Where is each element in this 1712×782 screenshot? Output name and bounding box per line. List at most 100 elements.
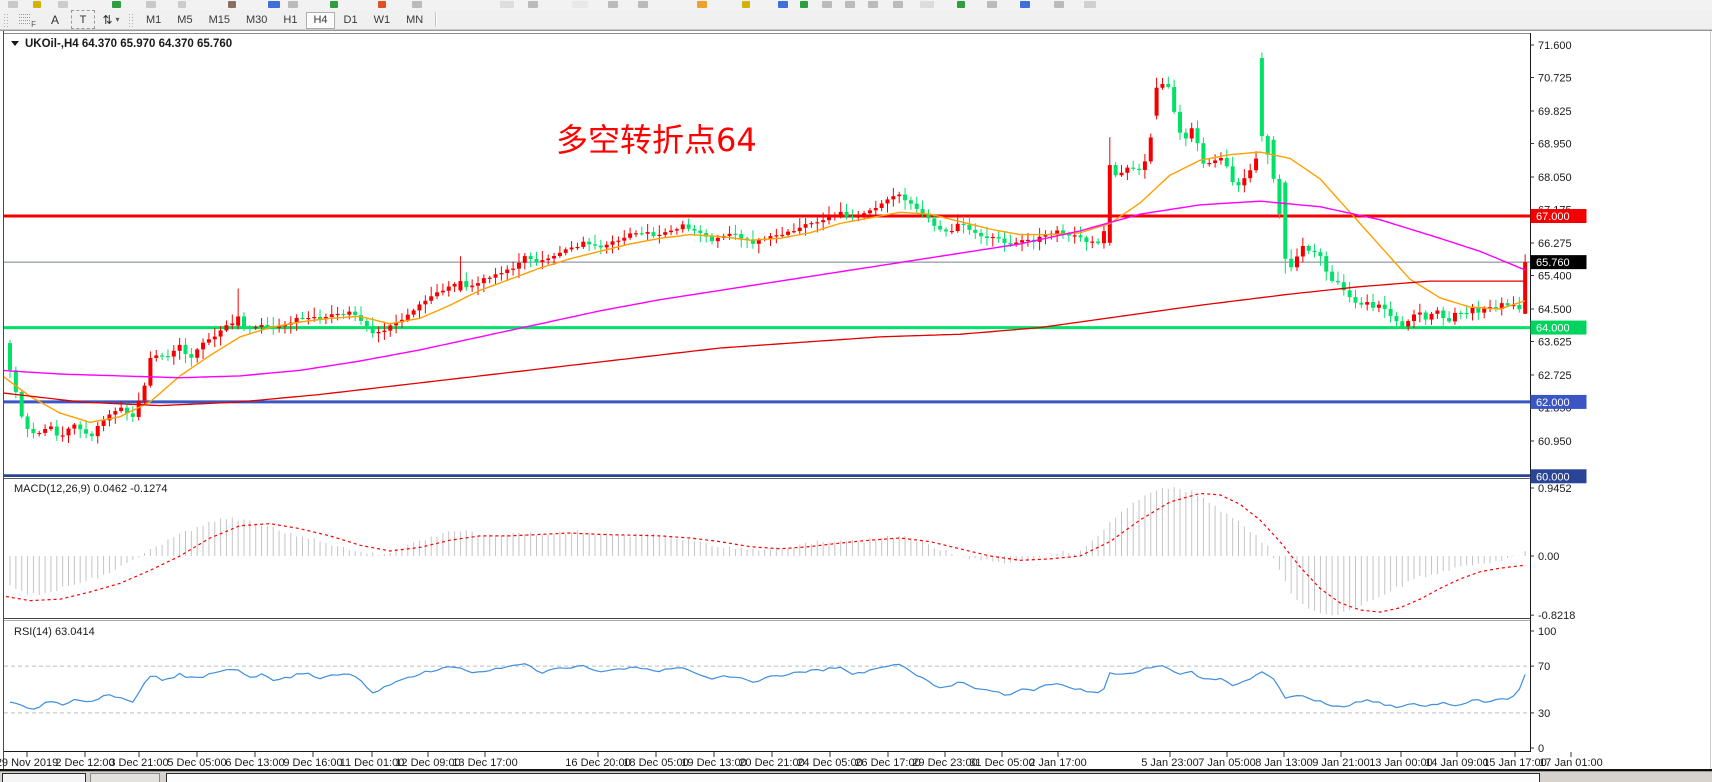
- candle-body: [1353, 297, 1358, 303]
- candle-body: [1511, 304, 1516, 307]
- chart-tabs-strip: [0, 771, 1712, 782]
- candle-body: [452, 283, 457, 287]
- candle-body: [1441, 310, 1446, 319]
- date-label: 2 Dec 12:00: [55, 757, 114, 769]
- timeframe-button-M15[interactable]: M15: [208, 14, 230, 26]
- candle-body: [516, 262, 521, 269]
- date-label: 29 Nov 2019: [0, 757, 58, 769]
- candle-body: [540, 260, 545, 262]
- price-axis[interactable]: 71.60070.72569.82568.95068.05067.17566.2…: [1530, 40, 1587, 755]
- fibonacci-tool-button[interactable]: F: [15, 10, 39, 29]
- candle-body: [470, 285, 475, 288]
- text-box-tool-button[interactable]: T: [71, 10, 95, 29]
- fibonacci-icon: F: [19, 13, 36, 29]
- candle-body: [1283, 182, 1288, 259]
- candle-body: [838, 211, 843, 216]
- candle-body: [575, 246, 580, 249]
- candle-body: [815, 222, 820, 224]
- price-tick-label: 68.050: [1538, 172, 1572, 184]
- ma-slow-line: [4, 280, 1525, 407]
- candle-body: [1172, 87, 1177, 112]
- candle-body: [435, 292, 440, 297]
- price-tick-label: 66.275: [1538, 238, 1572, 250]
- candle-body: [973, 229, 978, 233]
- candle-body: [1388, 308, 1393, 317]
- toolbar-icon-fragment: [957, 1, 965, 8]
- rsi-tick-label: 0: [1538, 743, 1544, 755]
- timeframe-button-M5[interactable]: M5: [177, 14, 193, 26]
- timeframe-button-M30[interactable]: M30: [245, 14, 268, 26]
- chart-menu-triangle-icon[interactable]: [11, 41, 19, 46]
- candle-body: [827, 215, 831, 221]
- candle-body: [856, 215, 861, 218]
- timeframe-button-H1[interactable]: H1: [283, 14, 298, 26]
- candle-body: [1055, 230, 1060, 234]
- line-studies-toolbar: F A T ⇅ ▾ M1 M5 M15 M30 H1 H4 D1 W1 MN: [0, 10, 1712, 30]
- candle-body: [791, 231, 796, 233]
- candle-body: [1154, 87, 1159, 116]
- toolbar-icon-fragment: [528, 1, 538, 8]
- toolbar-icon-fragment: [500, 1, 514, 8]
- date-label: 8 Jan 13:00: [1255, 757, 1313, 769]
- timeframe-button-H4[interactable]: H4: [306, 12, 335, 29]
- timeframe-button-M1[interactable]: M1: [146, 14, 162, 26]
- date-label: 6 Dec 13:00: [225, 757, 284, 769]
- date-label: 3 Dec 21:00: [109, 757, 168, 769]
- candle-body: [19, 391, 24, 417]
- candle-body: [113, 411, 118, 415]
- candle-body: [809, 223, 814, 225]
- candle-body: [862, 213, 867, 216]
- candle-body: [1306, 245, 1311, 251]
- candle-body: [674, 229, 679, 231]
- date-label: 2 Jan 17:00: [1029, 757, 1087, 769]
- candle-body: [932, 218, 937, 226]
- candle-body: [1178, 111, 1182, 133]
- candle-body: [107, 414, 112, 421]
- candle-body: [1400, 321, 1405, 327]
- chart-tab-3[interactable]: [166, 773, 1540, 782]
- rsi-tick-label: 30: [1538, 708, 1550, 720]
- candle-body: [1084, 237, 1089, 242]
- candle-body: [31, 428, 36, 434]
- candle-body: [1324, 256, 1329, 272]
- candle-body: [657, 234, 662, 236]
- timeframe-button-W1[interactable]: W1: [373, 14, 391, 26]
- candle-body: [78, 424, 83, 430]
- candle-body: [312, 316, 317, 319]
- candle-body: [329, 314, 334, 317]
- text-label-tool-button[interactable]: A: [50, 12, 59, 27]
- price-tick-label: 69.825: [1538, 106, 1572, 118]
- timeframe-button-MN[interactable]: MN: [406, 14, 424, 26]
- candle-body: [429, 296, 434, 301]
- price-label-badge-60.000: [1530, 469, 1587, 484]
- candle-body: [955, 223, 960, 231]
- toolbar-icon-fragment: [288, 1, 298, 8]
- candle-body: [967, 224, 972, 230]
- date-label: 13 Dec 17:00: [452, 757, 517, 769]
- annotation-text: 多空转折点64: [556, 121, 757, 159]
- candle-body: [487, 277, 492, 279]
- toolbar-icon-fragment: [822, 1, 832, 8]
- candle-body: [639, 233, 644, 235]
- arrow-tools-button[interactable]: ⇅ ▾: [99, 10, 123, 29]
- ma-mid-line: [4, 200, 1526, 379]
- candle-body: [908, 200, 913, 204]
- candle-body: [715, 237, 720, 242]
- candle-body: [195, 349, 200, 358]
- dropdown-caret-icon[interactable]: ▾: [115, 15, 120, 24]
- chart-tab-1[interactable]: [2, 773, 86, 782]
- toolbar-grip[interactable]: [3, 12, 10, 27]
- candle-body: [1195, 128, 1200, 144]
- toolbar-grip[interactable]: [128, 12, 135, 27]
- candle-body: [1271, 139, 1276, 179]
- candle-body: [347, 311, 352, 315]
- candle-body: [212, 336, 217, 340]
- timeframe-button-D1[interactable]: D1: [343, 14, 358, 26]
- candle-body: [1482, 307, 1487, 313]
- toolbar-icon-fragment: [845, 1, 855, 8]
- chart-tab-2[interactable]: [90, 773, 160, 782]
- candle-body: [786, 231, 791, 235]
- candle-body: [230, 323, 235, 326]
